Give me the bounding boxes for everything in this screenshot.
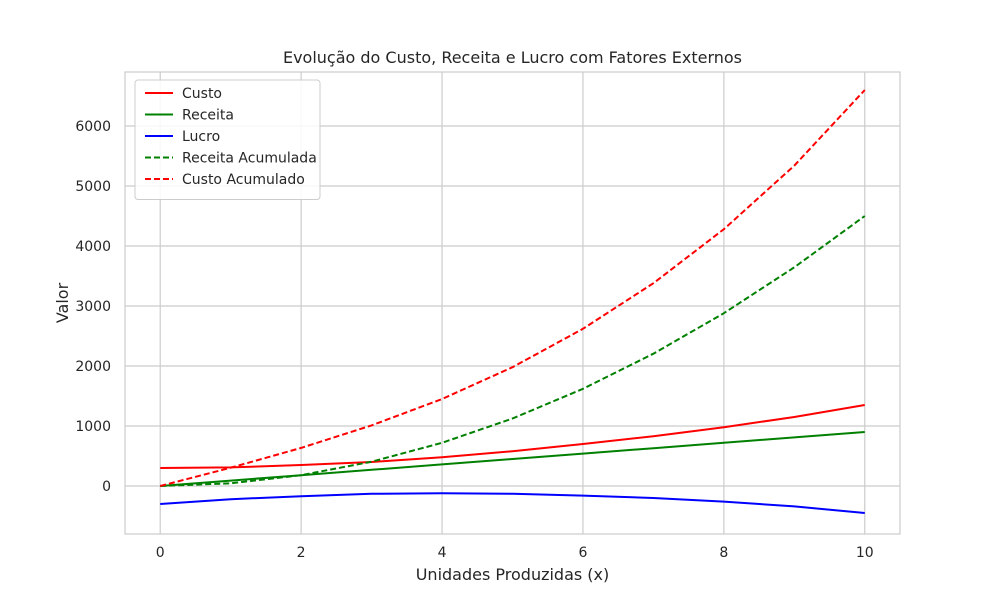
tick-labels: 0 2 4 6 8 10 0 1000 2000 3000 4000 5000 6000 [75,119,873,561]
x-tick-label: 2 [297,545,306,561]
legend-label: Custo [182,86,222,102]
grid [125,72,900,534]
x-axis-label: Unidades Produzidas (x) [416,565,610,584]
legend-label: Custo Acumulado [182,172,305,188]
legend-label: Lucro [182,129,220,145]
x-tick-label: 0 [156,545,165,561]
chart-title: Evolução do Custo, Receita e Lucro com F… [283,48,742,67]
y-tick-label: 3000 [75,299,111,315]
y-tick-label: 0 [102,479,111,495]
x-tick-label: 10 [856,545,874,561]
series-layer [159,89,866,514]
legend-label: Receita Acumulada [182,151,317,167]
y-tick-label: 6000 [75,119,111,135]
x-tick-label: 6 [578,545,587,561]
series-line [160,492,865,514]
x-tick-label: 4 [438,545,447,561]
legend-label: Receita [182,108,234,124]
x-tick-label: 8 [719,545,728,561]
y-tick-label: 2000 [75,359,111,375]
y-tick-label: 1000 [75,419,111,435]
plot-frame [124,71,901,535]
series-line [160,215,866,487]
y-tick-label: 4000 [75,239,111,255]
y-axis-label: Valor [53,282,72,323]
legend-box [134,79,321,200]
y-tick-label: 5000 [75,179,111,195]
series-line [160,404,865,469]
series-line [159,89,866,487]
legend: Custo Receita Lucro Receita Acumulada Custo … [134,79,321,200]
